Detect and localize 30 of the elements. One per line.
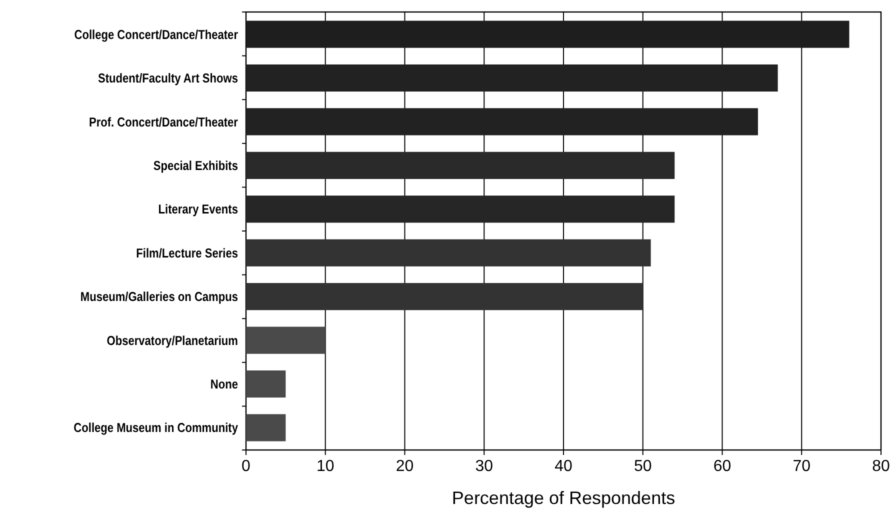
bar	[246, 370, 286, 398]
x-tick-label: 60	[713, 458, 732, 475]
x-tick-label: 80	[872, 458, 890, 475]
bar	[246, 326, 326, 354]
bar	[246, 64, 778, 92]
bar	[246, 239, 651, 266]
y-tick-label: College Museum in Community	[74, 420, 238, 436]
y-tick-label: Observatory/Planetarium	[106, 332, 238, 348]
bar	[246, 108, 758, 136]
bar	[246, 152, 675, 179]
x-tick-label: 50	[634, 458, 652, 475]
y-tick-label: None	[210, 376, 238, 392]
bar	[246, 414, 286, 442]
x-axis-title: Percentage of Respondents	[452, 488, 676, 508]
x-tick-label: 10	[316, 458, 334, 475]
y-tick-label: Student/Faculty Art Shows	[98, 70, 238, 86]
bar	[246, 20, 850, 48]
y-tick-label: Museum/Galleries on Campus	[80, 289, 238, 304]
bar	[246, 196, 675, 223]
y-tick-label: Literary Events	[158, 202, 238, 217]
y-tick-label: Special Exhibits	[153, 158, 238, 174]
x-tick-label: 70	[792, 458, 811, 475]
y-tick-label: College Concert/Dance/Theater	[74, 26, 238, 42]
x-tick-label: 30	[475, 458, 494, 475]
y-tick-label: Prof. Concert/Dance/Theater	[88, 114, 238, 130]
y-tick-label: Film/Lecture Series	[136, 246, 238, 261]
x-tick-label: 40	[554, 458, 572, 475]
x-tick-label: 0	[242, 458, 251, 475]
bar	[246, 283, 643, 310]
x-tick-label: 20	[396, 458, 414, 475]
